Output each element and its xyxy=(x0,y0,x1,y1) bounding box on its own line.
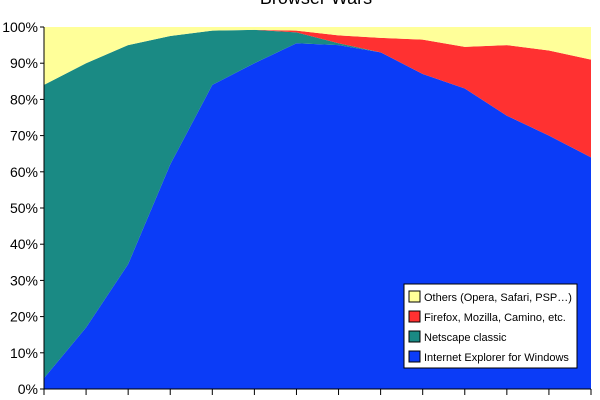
y-tick-label: 60% xyxy=(10,164,38,180)
y-tick-label: 40% xyxy=(10,236,38,252)
legend-swatch xyxy=(408,350,421,363)
y-tick-label: 10% xyxy=(10,345,38,361)
legend-swatch xyxy=(408,330,421,343)
legend-label: Netscape classic xyxy=(424,332,507,344)
y-tick-label: 0% xyxy=(18,381,38,397)
y-tick-label: 100% xyxy=(2,19,38,35)
legend-box xyxy=(403,283,578,369)
y-tick-label: 90% xyxy=(10,55,38,71)
y-tick-label: 30% xyxy=(10,272,38,288)
area-series-1 xyxy=(44,29,591,379)
area-series-3 xyxy=(44,27,591,85)
chart-title: Browser Wars xyxy=(260,0,372,8)
y-tick-label: 80% xyxy=(10,91,38,107)
legend-swatch xyxy=(408,310,421,323)
legend-label: Internet Explorer for Windows xyxy=(424,352,569,364)
y-tick-label: 50% xyxy=(10,200,38,216)
chart-legend: Others (Opera, Safari, PSP…) Firefox, Moz… xyxy=(403,283,578,369)
area-series-2 xyxy=(44,29,591,158)
y-tick-label: 20% xyxy=(10,309,38,325)
y-tick-label: 70% xyxy=(10,128,38,144)
legend-swatch xyxy=(408,290,421,303)
axes: 0% 10% 20% 30% 40% 50% 60% 70% 80% 90% 100% xyxy=(2,19,592,397)
legend-label: Others (Opera, Safari, PSP…) xyxy=(424,292,572,304)
legend-label: Firefox, Mozilla, Camino, etc. xyxy=(424,312,566,324)
